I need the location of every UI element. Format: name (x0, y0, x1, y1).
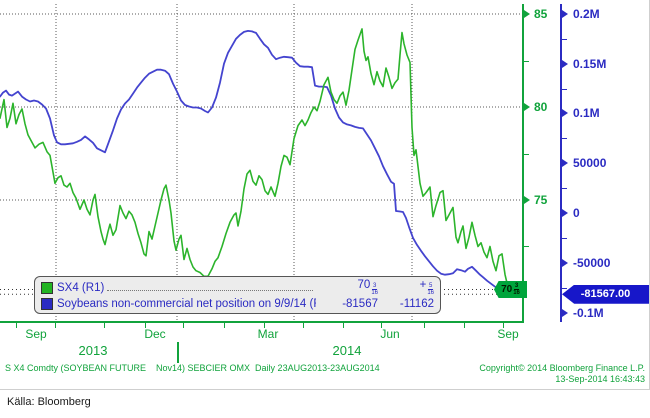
axis-tick-arrow (562, 258, 568, 267)
axis-tick-label: 0 (573, 206, 580, 220)
price-series-label: SX4 (R1) (57, 281, 105, 294)
axis-tick-label: 75 (534, 193, 548, 207)
month-tick (104, 323, 105, 328)
month-tick (424, 323, 425, 328)
price-series-line (0, 28, 521, 298)
month-label: Dec (144, 327, 166, 341)
month-tick (224, 323, 225, 328)
axis-minor-tick (524, 60, 529, 62)
year-label: 2014 (332, 343, 362, 358)
source-caption: Källa: Bloomberg (7, 396, 91, 408)
axis-tick-arrow (524, 196, 530, 204)
axis-tick-arrow (562, 59, 568, 68)
axis-tick-label: 0.2M (573, 6, 600, 21)
axis-tick-arrow (562, 209, 568, 217)
axis-minor-tick (562, 88, 567, 90)
position-last-value: -81567 (342, 297, 378, 310)
year-label: 2013 (78, 343, 108, 358)
axis-tick-label: 0.15M (573, 56, 607, 71)
price-axis-r1: 85 80 75 (522, 4, 562, 322)
last-price-badge: 70 3 16 (494, 281, 527, 298)
price-series-swatch (41, 281, 53, 294)
axis-tick-label: 85 (534, 7, 548, 22)
axis-minor-tick (562, 188, 567, 190)
month-tick (264, 323, 265, 328)
last-price-whole: 70 (501, 284, 513, 295)
month-tick (55, 323, 56, 328)
position-change-value: -11162 (399, 297, 434, 310)
axis-tick-label: -0.1M (573, 305, 604, 320)
axis-tick-arrow (562, 308, 568, 317)
axis-minor-tick (524, 246, 529, 248)
year-divider (177, 342, 179, 363)
legend-box: SX4 (R1) 70 3 16 +5 16 Soybeans non-commerc… (34, 276, 441, 314)
month-tick (16, 323, 17, 328)
month-tick (303, 323, 304, 328)
price-last-value: 70 3 16 (357, 279, 378, 296)
axis-tick-label: 0.1M (573, 106, 600, 121)
bloomberg-chart: 85 80 75 0.2M 0.15M 0.1M 50000 0 -50000 -0.1M 70… (0, 0, 650, 390)
last-position-badge: -81567.00 (562, 284, 649, 304)
position-series-label: Soybeans non-commercial net position on … (57, 297, 316, 310)
axis-tick-label: 50000 (573, 156, 607, 171)
month-tick (503, 323, 504, 328)
axis-tick-arrow (524, 103, 530, 112)
axis-line (522, 4, 524, 322)
x-axis-line (0, 321, 524, 323)
price-change-value: +5 16 (419, 279, 434, 296)
axis-tick-label: -50000 (573, 255, 611, 270)
axis-tick-arrow (524, 10, 530, 19)
axis-minor-tick (562, 138, 567, 140)
month-tick (145, 323, 146, 328)
month-label: Sep (25, 327, 47, 341)
position-series-line (0, 29, 516, 296)
month-label: Mar (257, 327, 279, 341)
axis-line (560, 4, 562, 322)
month-tick (381, 323, 382, 328)
month-label: Jun (380, 327, 400, 341)
position-series-swatch (41, 297, 53, 310)
axis-minor-tick (562, 237, 567, 239)
footer-timestamp: 13-Sep-2014 16:43:43 (555, 374, 645, 384)
position-axis-r2: 0.2M 0.15M 0.1M 50000 0 -50000 -0.1M (560, 4, 650, 322)
footer-copyright: Copyright© 2014 Bloomberg Finance L.P. (479, 363, 645, 373)
axis-minor-tick (562, 38, 567, 40)
axis-minor-tick (524, 153, 529, 155)
legend-row-price: SX4 (R1) 70 3 16 +5 16 (41, 279, 434, 296)
dot-leader (107, 289, 313, 291)
month-tick (343, 323, 344, 328)
plot-area (0, 4, 523, 322)
month-tick (464, 323, 465, 328)
axis-tick-label: 80 (534, 100, 548, 115)
axis-tick-arrow (562, 9, 568, 18)
axis-tick-arrow (562, 109, 568, 118)
month-tick (183, 323, 184, 328)
footer-security-info: S X4 Comdty (SOYBEAN FUTURE Nov14) SEBCI… (5, 363, 380, 373)
month-label: Sep (497, 327, 519, 341)
axis-tick-arrow (562, 159, 568, 168)
last-price-fraction: 3 16 (513, 283, 520, 296)
legend-row-position: Soybeans non-commercial net position on … (41, 296, 434, 311)
axis-minor-tick (562, 287, 567, 289)
